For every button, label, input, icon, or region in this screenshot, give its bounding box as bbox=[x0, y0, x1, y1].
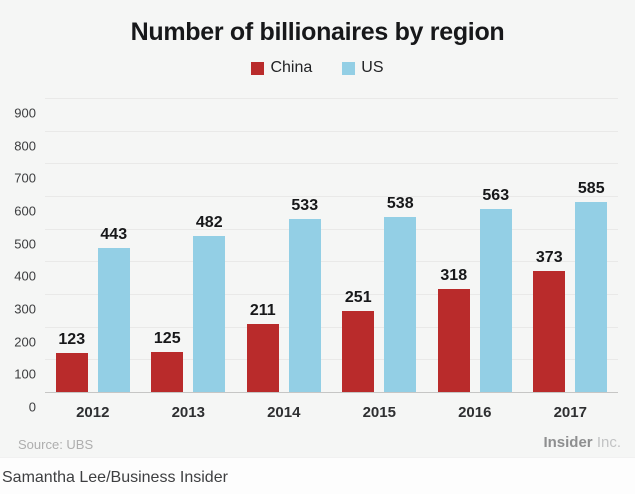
bar-us-2015: 538 bbox=[384, 195, 417, 393]
y-tick-label: 400 bbox=[14, 268, 36, 284]
plot-area: 0 100 200 300 400 500 600 700 800 900 123 443 2012 12… bbox=[14, 98, 619, 421]
brand-logo-light: Inc. bbox=[596, 434, 621, 451]
bar-value-label: 373 bbox=[535, 249, 563, 267]
gridline: 100 bbox=[14, 359, 618, 382]
x-axis-label-2015: 2015 bbox=[362, 404, 396, 421]
credit-strip: Samantha Lee/Business Insider bbox=[0, 457, 635, 494]
y-tick-label: 200 bbox=[14, 334, 36, 350]
bar-group-2012: 123 443 2012 bbox=[45, 99, 141, 421]
chart-title: Number of billionaires by region bbox=[130, 18, 505, 46]
bar-us-2014: 533 bbox=[288, 197, 321, 393]
x-axis-label-2013: 2013 bbox=[171, 404, 205, 421]
bar-value-label: 563 bbox=[482, 187, 510, 205]
bar-value-label: 123 bbox=[58, 330, 86, 348]
legend-swatch-us bbox=[342, 61, 356, 75]
gridline: 600 bbox=[14, 196, 618, 219]
bar-value-label: 533 bbox=[291, 196, 319, 214]
x-axis-label-2014: 2014 bbox=[267, 404, 301, 421]
bar-us-2017: 585 bbox=[575, 180, 608, 393]
x-axis-label-2017: 2017 bbox=[553, 404, 587, 421]
y-tick-label: 700 bbox=[14, 170, 36, 186]
gridline: 300 bbox=[14, 294, 618, 317]
bar-china-2017: 373 bbox=[533, 249, 566, 393]
y-tick-label: 800 bbox=[14, 138, 36, 154]
bar-group-2017: 373 585 2017 bbox=[523, 99, 619, 421]
legend-label: China bbox=[270, 59, 313, 76]
bar-value-label: 251 bbox=[344, 289, 372, 307]
bar-group-2016: 318 563 2016 bbox=[427, 99, 523, 421]
legend-item-us: US bbox=[342, 59, 384, 77]
bar-us-2012: 443 bbox=[97, 226, 130, 393]
gridline: 200 bbox=[14, 326, 618, 349]
bar-value-label: 318 bbox=[440, 267, 468, 285]
bar-china-2014: 211 bbox=[246, 302, 279, 393]
bar-china-2012: 123 bbox=[55, 331, 88, 393]
bar-value-label: 125 bbox=[153, 330, 181, 348]
gridline: 400 bbox=[14, 261, 618, 284]
bar-us-2016: 563 bbox=[479, 187, 512, 393]
y-tick-label: 300 bbox=[14, 301, 36, 317]
bar-value-label: 443 bbox=[100, 226, 128, 244]
y-tick-label: 100 bbox=[14, 366, 36, 382]
bar-china-2013: 125 bbox=[151, 330, 184, 393]
y-tick-label: 600 bbox=[14, 203, 36, 219]
chart-card: Number of billionaires by region China US… bbox=[0, 18, 635, 452]
legend-label: US bbox=[361, 59, 384, 76]
gridline: 800 bbox=[14, 130, 618, 153]
brand-logo: Insider Inc. bbox=[543, 434, 621, 451]
bar-group-2015: 251 538 2015 bbox=[332, 99, 428, 421]
gridline: 900 bbox=[14, 98, 618, 121]
bar-group-2013: 125 482 2013 bbox=[141, 99, 237, 421]
credit-text: Samantha Lee/Business Insider bbox=[2, 469, 228, 486]
chart-legend: China US bbox=[0, 59, 635, 77]
bar-group-2014: 211 533 2014 bbox=[236, 99, 332, 421]
y-tick-label: 500 bbox=[14, 236, 36, 252]
y-tick-label: 900 bbox=[14, 105, 36, 121]
bar-value-label: 538 bbox=[386, 195, 414, 213]
x-axis-baseline: 0 bbox=[29, 392, 618, 415]
bar-value-label: 585 bbox=[577, 179, 605, 197]
bar-value-label: 211 bbox=[249, 302, 276, 320]
x-axis-label-2012: 2012 bbox=[76, 404, 110, 421]
source-note: Source: UBS bbox=[18, 437, 94, 452]
y-tick-label: 0 bbox=[28, 399, 36, 415]
legend-swatch-china bbox=[251, 61, 265, 75]
bar-china-2016: 318 bbox=[437, 267, 470, 393]
gridline: 500 bbox=[14, 228, 618, 251]
x-axis-label-2016: 2016 bbox=[458, 404, 492, 421]
legend-item-china: China bbox=[251, 59, 312, 77]
brand-logo-bold: Insider bbox=[543, 434, 593, 451]
bar-us-2013: 482 bbox=[193, 214, 226, 393]
gridline: 700 bbox=[14, 163, 618, 186]
bar-china-2015: 251 bbox=[342, 289, 375, 393]
bar-value-label: 482 bbox=[195, 213, 223, 231]
